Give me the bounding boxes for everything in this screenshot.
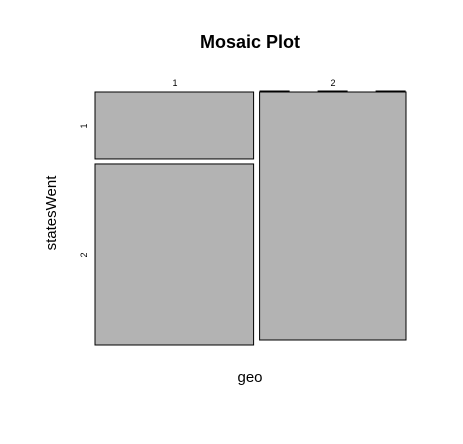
y-tick-label-2: 2 xyxy=(79,252,89,257)
chart-title: Mosaic Plot xyxy=(200,32,300,52)
x-tick-label-1: 1 xyxy=(172,78,177,88)
mosaic-cell-geo1-states2 xyxy=(94,163,255,346)
y-tick-label-1: 1 xyxy=(79,123,89,128)
x-tick-label-2: 2 xyxy=(330,78,335,88)
mosaic-cell-geo1-states1 xyxy=(94,91,255,160)
mosaic-cell-geo2-states2 xyxy=(259,91,407,341)
y-axis-label: statesWent xyxy=(43,175,60,251)
mosaic-cells xyxy=(94,90,407,346)
x-axis-label: geo xyxy=(237,369,262,386)
